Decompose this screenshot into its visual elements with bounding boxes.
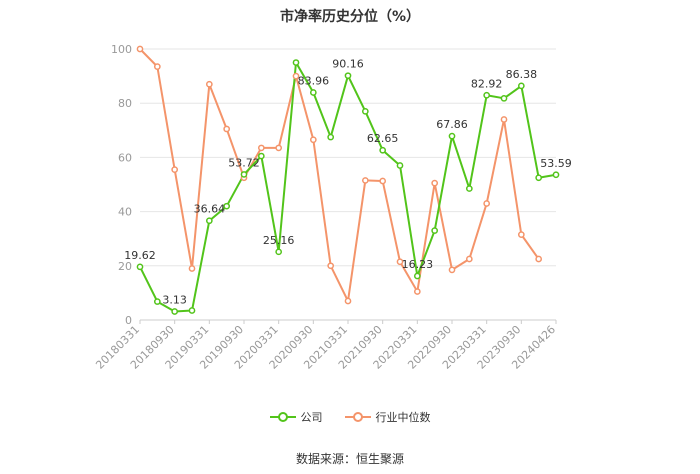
data-point <box>500 94 508 102</box>
data-point <box>257 152 265 160</box>
series-line-0 <box>139 61 557 313</box>
data-point <box>327 133 335 141</box>
data-point <box>500 116 508 123</box>
data-point <box>535 255 543 263</box>
data-label: 3.13 <box>162 294 187 307</box>
data-point <box>448 132 456 140</box>
data-point <box>171 308 179 315</box>
data-point <box>396 258 404 266</box>
data-point <box>465 255 473 263</box>
data-label: 83.96 <box>298 74 330 87</box>
data-label: 16.23 <box>402 258 434 271</box>
legend: 公司 行业中位数 <box>0 409 700 425</box>
data-point <box>309 89 317 96</box>
y-tick-label: 100 <box>111 43 132 56</box>
data-source: 数据来源：恒生聚源 <box>295 452 404 466</box>
data-point <box>379 177 387 185</box>
data-point <box>413 288 421 295</box>
data-point <box>240 171 248 178</box>
data-point <box>413 272 421 280</box>
data-point <box>431 227 439 234</box>
data-point <box>431 179 439 187</box>
data-point <box>327 262 335 270</box>
data-point <box>448 266 456 274</box>
data-point <box>257 144 265 152</box>
data-point <box>153 63 161 70</box>
chart-title: 市净率历史分位（%） <box>279 9 421 25</box>
data-point <box>292 72 300 80</box>
data-point <box>136 45 144 53</box>
data-point <box>292 59 300 66</box>
data-point <box>136 263 144 271</box>
data-point <box>223 125 231 133</box>
data-point <box>535 174 543 182</box>
y-tick-label: 60 <box>118 151 132 164</box>
data-point <box>396 162 404 169</box>
x-axis: 2018033120180930201903312019093020200331… <box>93 320 558 372</box>
data-point <box>517 231 525 238</box>
data-point <box>171 166 179 173</box>
data-label: 53.72 <box>228 156 260 169</box>
data-point <box>153 298 161 305</box>
data-point <box>275 144 283 152</box>
series-points <box>136 45 560 315</box>
data-point <box>188 307 196 314</box>
legend-label-company: 公司 <box>300 411 323 424</box>
legend-label-industry-median: 行业中位数 <box>375 411 431 424</box>
legend-item-industry-median[interactable]: 行业中位数 <box>344 409 431 425</box>
legend-swatch-industry-median <box>344 412 371 422</box>
data-point <box>205 80 213 88</box>
data-point <box>223 202 231 210</box>
legend-swatch-company <box>269 412 296 422</box>
data-point <box>205 217 213 225</box>
data-label: 19.62 <box>124 249 156 262</box>
data-label: 25.16 <box>263 234 295 247</box>
data-label: 86.38 <box>506 68 538 81</box>
y-tick-label: 40 <box>118 206 132 219</box>
series-line-1 <box>139 48 540 303</box>
data-point <box>552 171 560 179</box>
y-tick-label: 80 <box>118 97 132 110</box>
data-point <box>361 177 369 184</box>
data-label: 90.16 <box>332 58 364 71</box>
y-tick-label: 20 <box>118 260 132 273</box>
data-point <box>275 248 283 256</box>
data-label: 36.64 <box>194 203 226 216</box>
data-point <box>379 146 387 154</box>
data-point <box>483 200 491 207</box>
data-label: 67.86 <box>436 118 468 131</box>
data-point <box>309 136 317 144</box>
data-label: 82.92 <box>471 77 503 90</box>
data-label: 62.65 <box>367 132 399 145</box>
data-point <box>465 185 473 192</box>
data-point <box>188 265 196 272</box>
data-point <box>483 91 491 99</box>
legend-item-company[interactable]: 公司 <box>269 409 323 425</box>
y-axis: 0 20 40 60 80 100 <box>111 43 132 327</box>
data-point <box>361 107 369 115</box>
data-point <box>344 72 352 80</box>
data-point <box>344 297 352 305</box>
data-label: 53.59 <box>540 157 572 170</box>
data-point <box>517 82 525 90</box>
y-tick-label: 0 <box>125 314 132 327</box>
